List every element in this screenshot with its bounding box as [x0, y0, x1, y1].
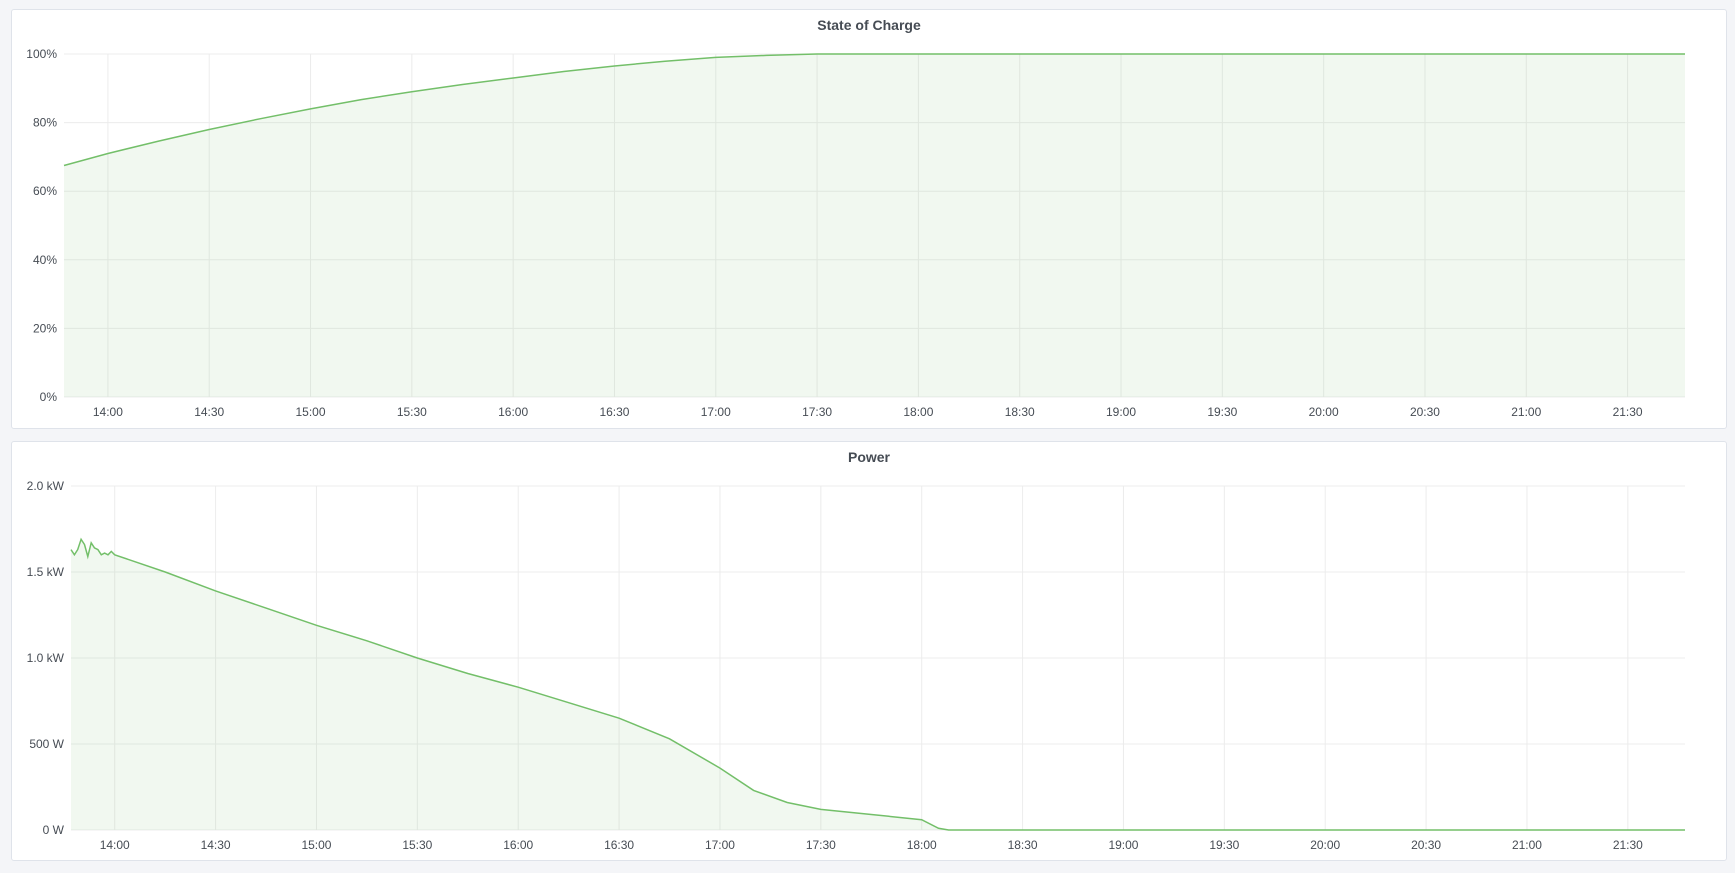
- y-tick-label: 20%: [33, 321, 57, 335]
- y-tick-label: 80%: [33, 116, 57, 130]
- x-tick-label: 19:00: [1106, 405, 1136, 419]
- x-tick-label: 15:00: [301, 838, 331, 852]
- power-title: Power: [847, 449, 890, 465]
- x-tick-label: 15:30: [397, 405, 427, 419]
- x-tick-label: 15:30: [402, 838, 432, 852]
- x-tick-label: 16:00: [498, 405, 528, 419]
- x-tick-label: 16:30: [599, 405, 629, 419]
- x-tick-label: 21:00: [1511, 405, 1541, 419]
- x-tick-label: 21:30: [1613, 838, 1643, 852]
- x-tick-label: 20:30: [1411, 838, 1441, 852]
- x-tick-label: 19:30: [1207, 405, 1237, 419]
- power-chart: 0 W 500 W 1.0 kW 1.5 kW 2.0 kW 14:00 14:30 15:0…: [27, 479, 1685, 852]
- power-panel: Power 0 W 500 W 1.0 kW 1.5 kW 2.0 kW 14:00 14:…: [11, 441, 1727, 861]
- x-tick-label: 19:30: [1209, 838, 1239, 852]
- y-tick-label: 100%: [26, 47, 57, 61]
- soc-panel: State of Charge 0% 20% 40% 60% 80% 100% 14:00 1…: [11, 9, 1727, 429]
- y-tick-label: 1.0 kW: [27, 651, 65, 665]
- x-tick-label: 20:00: [1309, 405, 1339, 419]
- x-tick-label: 17:30: [806, 838, 836, 852]
- x-tick-label: 18:00: [903, 405, 933, 419]
- y-tick-label: 60%: [33, 184, 57, 198]
- x-tick-label: 21:00: [1512, 838, 1542, 852]
- x-tick-label: 17:00: [701, 405, 731, 419]
- series-area: [64, 54, 1685, 397]
- soc-chart: 0% 20% 40% 60% 80% 100% 14:00 14:30 15:00 15:30 16…: [26, 47, 1685, 419]
- y-tick-label: 2.0 kW: [27, 479, 65, 493]
- x-tick-label: 17:00: [705, 838, 735, 852]
- x-tick-label: 19:00: [1108, 838, 1138, 852]
- x-tick-label: 14:30: [201, 838, 231, 852]
- x-tick-label: 18:30: [1008, 838, 1038, 852]
- series-line: [63, 53, 1685, 167]
- x-tick-label: 18:00: [907, 838, 937, 852]
- x-tick-label: 16:30: [604, 838, 634, 852]
- x-tick-label: 14:00: [100, 838, 130, 852]
- x-tick-label: 21:30: [1613, 405, 1643, 419]
- soc-title: State of Charge: [817, 17, 921, 33]
- y-tick-label: 1.5 kW: [27, 565, 65, 579]
- series-line: [70, 537, 1685, 831]
- series-area: [71, 539, 1685, 830]
- x-tick-label: 20:30: [1410, 405, 1440, 419]
- x-tick-label: 17:30: [802, 405, 832, 419]
- x-tick-label: 14:00: [93, 405, 123, 419]
- x-tick-label: 14:30: [194, 405, 224, 419]
- x-tick-label: 20:00: [1310, 838, 1340, 852]
- y-tick-label: 40%: [33, 253, 57, 267]
- x-tick-label: 16:00: [503, 838, 533, 852]
- x-tick-label: 15:00: [296, 405, 326, 419]
- y-tick-label: 0%: [40, 390, 58, 404]
- x-tick-label: 18:30: [1005, 405, 1035, 419]
- y-tick-label: 500 W: [29, 737, 64, 751]
- y-tick-label: 0 W: [43, 823, 65, 837]
